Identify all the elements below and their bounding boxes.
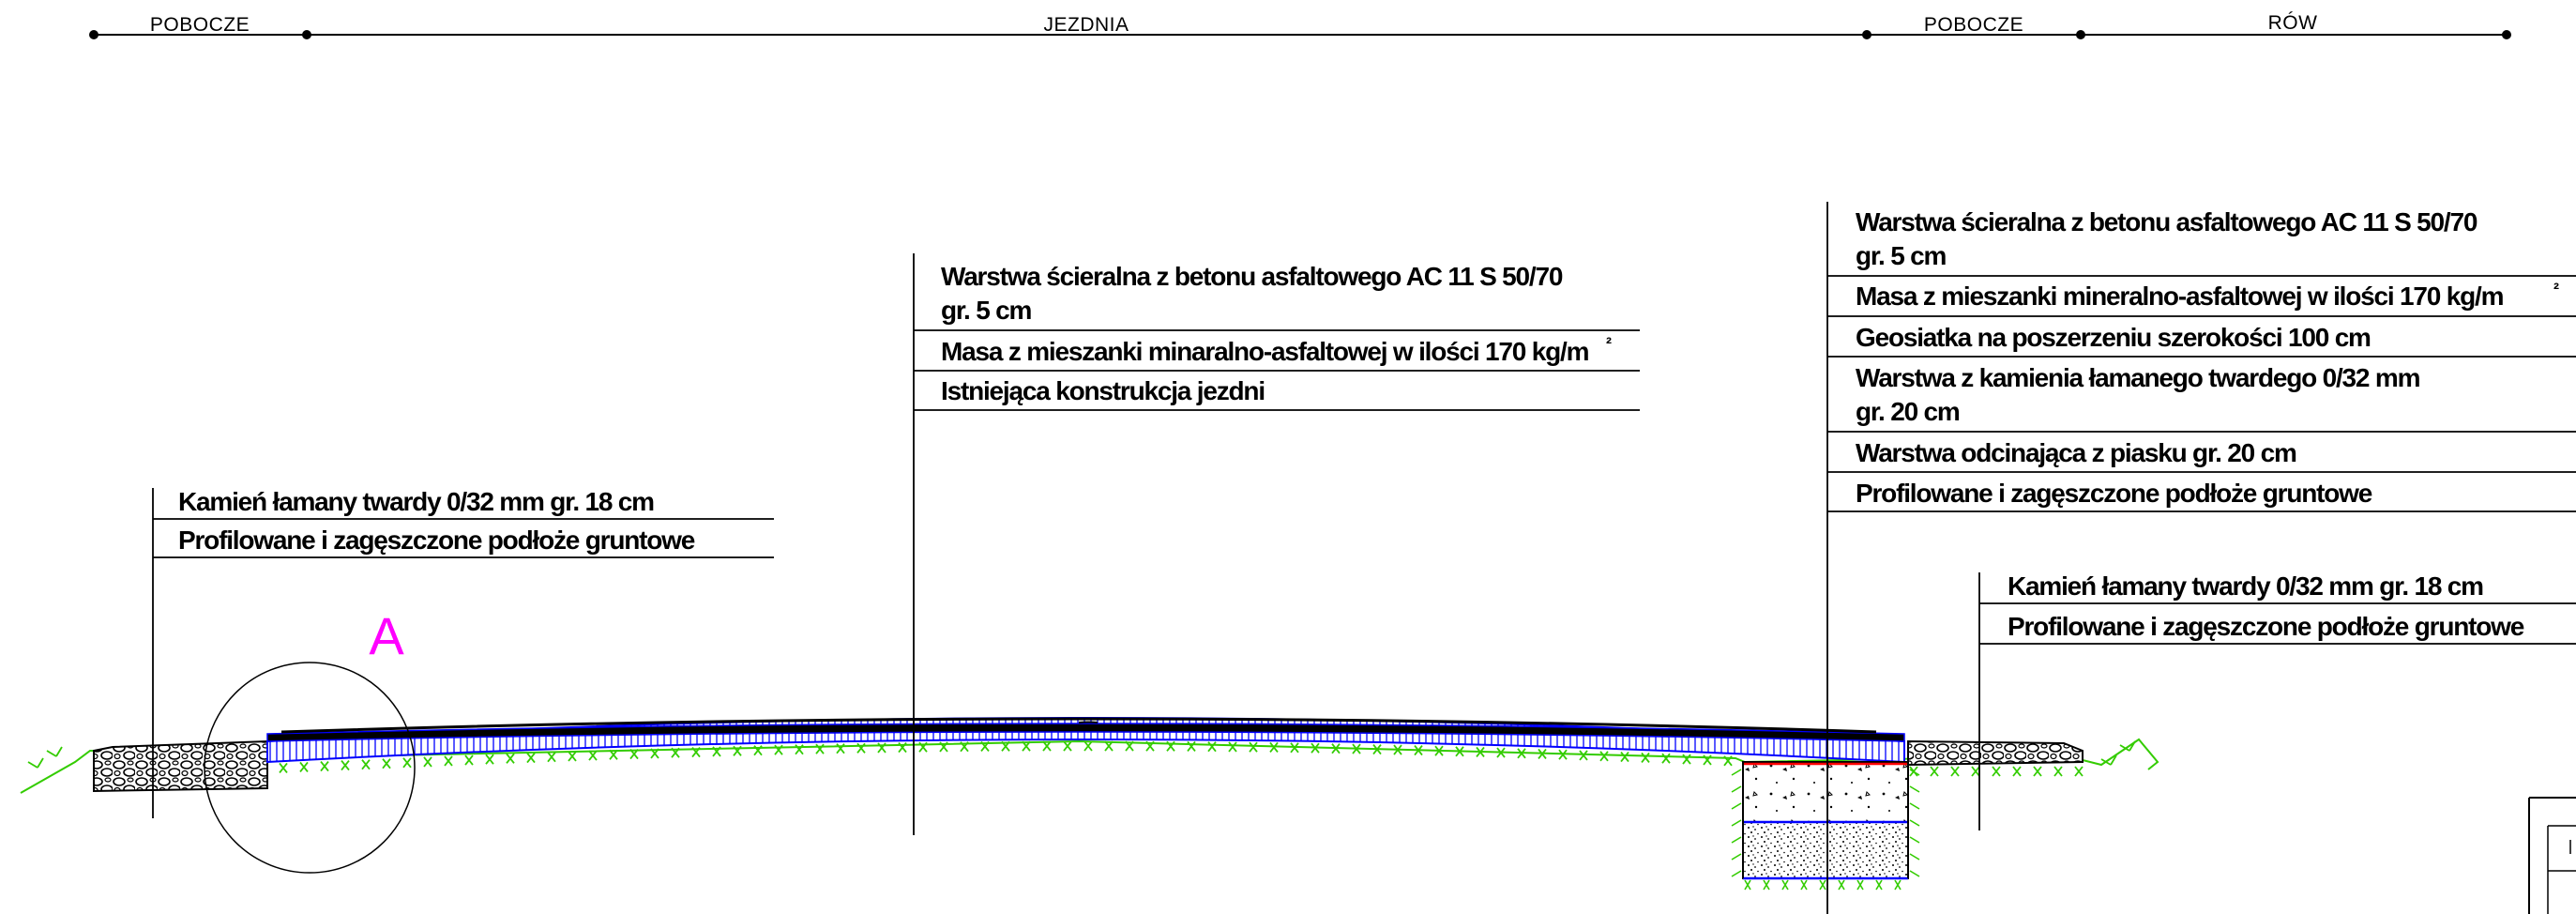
callout-center-line-1: Warstwa ścieralna z betonu asfaltowego A… [941, 262, 1563, 291]
detail-marker-a: A [204, 606, 416, 874]
detail-label-a: A [369, 606, 404, 665]
callout-right-line-2: gr. 5 cm [1856, 241, 1947, 270]
asphalt-pavement [266, 717, 1905, 764]
callout-right-line-1: Warstwa ścieralna z betonu asfaltowego A… [1856, 207, 2478, 236]
callout-right-line-4: Geosiatka na poszerzeniu szerokości 100 … [1856, 323, 2371, 352]
callout-center-line-2: gr. 5 cm [941, 296, 1032, 325]
right-shoulder-gravel [1907, 739, 2084, 767]
dimension-line: POBOCZE JEZDNIA POBOCZE RÓW [89, 12, 2511, 39]
callout-right-line-6: gr. 20 cm [1856, 397, 1960, 426]
left-shoulder-gravel [93, 739, 268, 793]
segment-label-row: RÓW [2268, 12, 2318, 34]
callout-right-shoulder-line-2: Profilowane i zagęszczone podłoże grunto… [2008, 612, 2524, 641]
callout-left-line-1: Kamień łamany twardy 0/32 mm gr. 18 cm [178, 487, 654, 516]
callout-right-line-8: Profilowane i zagęszczone podłoże grunto… [1856, 479, 2372, 508]
callout-right: Warstwa ścieralna z betonu asfaltowego A… [1826, 202, 2576, 914]
segment-label-pobocze-left: POBOCZE [150, 14, 250, 36]
callout-center-line-4: Istniejąca konstrukcja jezdni [941, 376, 1265, 405]
callout-center-line-3: Masa z mieszanki minaralno-asfaltowej w … [941, 337, 1589, 366]
callout-center: Warstwa ścieralna z betonu asfaltowego A… [913, 253, 1640, 835]
callout-right-line-5: Warstwa z kamienia łamanego twardego 0/3… [1856, 363, 2420, 392]
callout-right-line-3: Masa z mieszanki mineralno-asfaltowej w … [1856, 282, 2504, 311]
callout-right-superscript: ² [2553, 280, 2559, 298]
callout-left: Kamień łamany twardy 0/32 mm gr. 18 cm P… [152, 487, 774, 818]
widening-construction [1731, 761, 1920, 891]
segment-label-jezdnia: JEZDNIA [1043, 14, 1129, 36]
callout-left-line-2: Profilowane i zagęszczone podłoże grunto… [178, 526, 695, 555]
callout-right-line-7: Warstwa odcinająca z piasku gr. 20 cm [1856, 438, 2296, 467]
title-block-corner [2528, 797, 2576, 914]
callout-right-shoulder-line-1: Kamień łamany twardy 0/32 mm gr. 18 cm [2008, 571, 2483, 601]
callout-right-shoulder: Kamień łamany twardy 0/32 mm gr. 18 cm P… [1978, 571, 2576, 830]
segment-label-pobocze-right: POBOCZE [1924, 14, 2023, 36]
callout-center-superscript: ² [1606, 334, 1612, 353]
